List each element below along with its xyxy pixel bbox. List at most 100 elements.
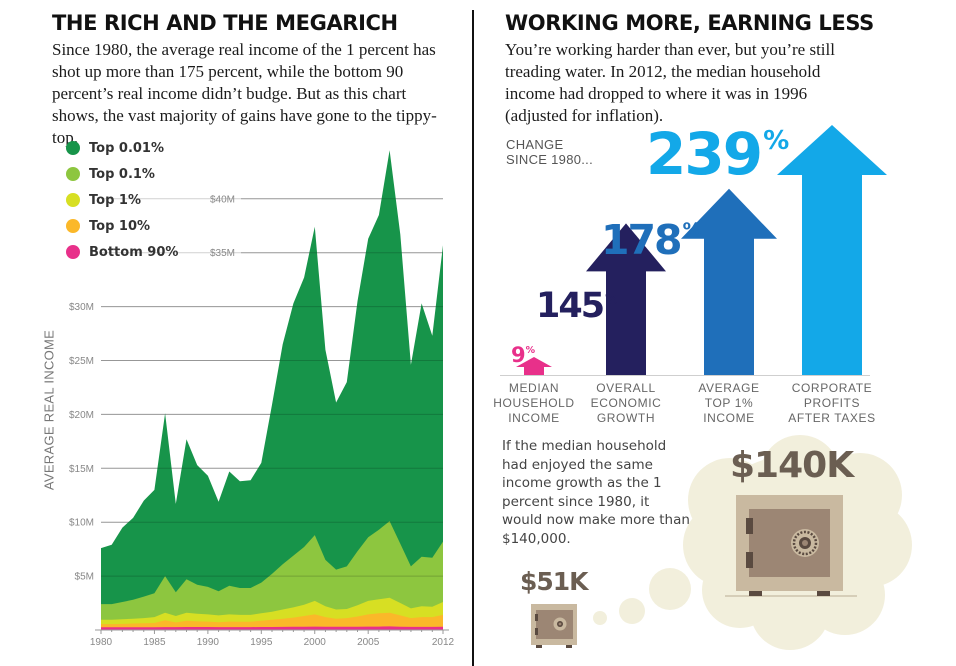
safe-dial-hub <box>802 540 808 546</box>
category-line: AFTER TAXES <box>788 411 876 425</box>
legend-swatch <box>66 141 80 155</box>
safe-foot <box>817 591 830 596</box>
y-tick-label: $10M <box>69 518 94 529</box>
category-line: INCOME <box>703 411 755 425</box>
safe-dial-ring <box>792 530 818 556</box>
thought-bubble-large <box>649 568 691 610</box>
legend-item-top-10: Top 10% <box>66 213 178 239</box>
x-tick-label: 1985 <box>143 637 166 648</box>
area-bottom-90- <box>101 626 443 630</box>
safe-dial-hub <box>558 622 562 626</box>
pct-value: 239 <box>646 120 763 188</box>
y-axis-ticks: $5M $10M $15M $20M $25M $30M $35M $40M <box>69 194 235 582</box>
y-tick-label: $5M <box>75 572 94 583</box>
safe-foot <box>566 645 572 648</box>
category-line: CORPORATE <box>791 381 873 395</box>
pct-label-corporate: 239% <box>646 125 789 183</box>
y-tick-label: $35M <box>210 248 235 259</box>
x-tick-label: 2000 <box>304 637 327 648</box>
safe-hinge <box>535 614 538 621</box>
pct-label-top1: 178% <box>601 220 701 261</box>
left-panel-body: Since 1980, the average real income of t… <box>52 40 437 147</box>
thought-bubble-small <box>593 611 607 625</box>
x-tick-label: 2005 <box>357 637 380 648</box>
x-tick-label: 1990 <box>197 637 220 648</box>
legend-item-top-001: Top 0.01% <box>66 135 178 161</box>
category-line: HOUSEHOLD <box>493 396 575 410</box>
left-panel-title: THE RICH AND THE MEGARICH <box>52 11 398 35</box>
safe-foot <box>536 645 542 648</box>
safe-hinge <box>746 552 753 568</box>
what-if-text: If the median household had enjoyed the … <box>502 438 690 547</box>
x-tick-label: 2012 <box>432 637 455 648</box>
big-safe-label: $140K <box>730 445 854 486</box>
panel-divider <box>472 10 474 666</box>
pct-sign: % <box>763 125 790 156</box>
area-top-0-1- <box>101 521 443 630</box>
y-tick-label: $40M <box>210 194 235 205</box>
arrow-corporate-profits <box>777 125 887 375</box>
category-line: OVERALL <box>596 381 656 395</box>
legend-label: Top 0.01% <box>89 140 165 156</box>
x-tick-label: 1980 <box>90 637 113 648</box>
y-tick-label: $15M <box>69 464 94 475</box>
legend-label: Top 10% <box>89 218 151 234</box>
right-panel-title: WORKING MORE, EARNING LESS <box>505 11 874 35</box>
pct-value: 145 <box>536 286 605 326</box>
pct-sign: % <box>682 219 702 241</box>
arrows-baseline <box>500 375 870 376</box>
category-label-top1: AVERAGE TOP 1% INCOME <box>674 381 784 426</box>
chart-legend: Top 0.01% Top 0.1% Top 1% Top 10% Bottom… <box>66 135 178 265</box>
category-line: ECONOMIC <box>590 396 662 410</box>
arrow-economic-growth <box>586 223 666 375</box>
x-axis: 1980 1985 1990 1995 2000 2005 2012 <box>90 629 455 648</box>
safe-hinge <box>535 628 538 635</box>
pct-label-economic-growth: 145% <box>536 289 621 324</box>
pct-value: 178 <box>601 216 683 264</box>
category-line: MEDIAN <box>508 381 560 395</box>
x-tick-label: 1995 <box>250 637 273 648</box>
category-line: TOP 1% <box>704 396 754 410</box>
change-since-label: CHANGE SINCE 1980... <box>506 137 593 167</box>
pct-sign: % <box>525 344 536 356</box>
category-line: AVERAGE <box>698 381 760 395</box>
area-layers <box>101 150 443 631</box>
right-panel-body: You’re working harder than ever, but you… <box>505 40 835 125</box>
area-top-10- <box>101 612 443 630</box>
safe-hinge <box>746 518 753 534</box>
small-safe-label: $51K <box>520 567 589 596</box>
arrow-median-household <box>516 357 552 375</box>
pct-value: 9 <box>511 343 526 367</box>
thought-bubble-medium <box>619 598 645 624</box>
area-top-0-01- <box>101 150 443 631</box>
income-area-chart: $5M $10M $15M $20M $25M $30M $35M $40M 1980 1985… <box>69 150 455 648</box>
legend-item-top-1: Top 1% <box>66 187 178 213</box>
pct-sign: % <box>605 288 621 308</box>
legend-item-top-01: Top 0.1% <box>66 161 178 187</box>
category-line: INCOME <box>508 411 560 425</box>
category-line: PROFITS <box>803 396 861 410</box>
gridlines-over <box>101 198 443 577</box>
arrow-top-1-percent <box>681 188 777 375</box>
legend-swatch <box>66 167 80 181</box>
safe-foot <box>749 591 762 596</box>
pct-label-median: 9% <box>511 345 535 366</box>
small-safe-icon <box>531 604 577 648</box>
legend-label: Top 1% <box>89 192 141 208</box>
big-safe-icon <box>725 495 857 597</box>
y-tick-label: $30M <box>69 302 94 313</box>
category-line: GROWTH <box>596 411 656 425</box>
category-label-corporate: CORPORATE PROFITS AFTER TAXES <box>777 381 887 426</box>
change-label-line2: SINCE 1980... <box>506 152 593 167</box>
legend-swatch <box>66 245 80 259</box>
y-tick-label: $25M <box>69 356 94 367</box>
legend-item-bottom-90: Bottom 90% <box>66 239 178 265</box>
category-label-median: MEDIAN HOUSEHOLD INCOME <box>479 381 589 426</box>
change-label-line1: CHANGE <box>506 137 564 152</box>
legend-swatch <box>66 219 80 233</box>
category-label-economic-growth: OVERALL ECONOMIC GROWTH <box>571 381 681 426</box>
legend-label: Bottom 90% <box>89 244 179 260</box>
legend-swatch <box>66 193 80 207</box>
